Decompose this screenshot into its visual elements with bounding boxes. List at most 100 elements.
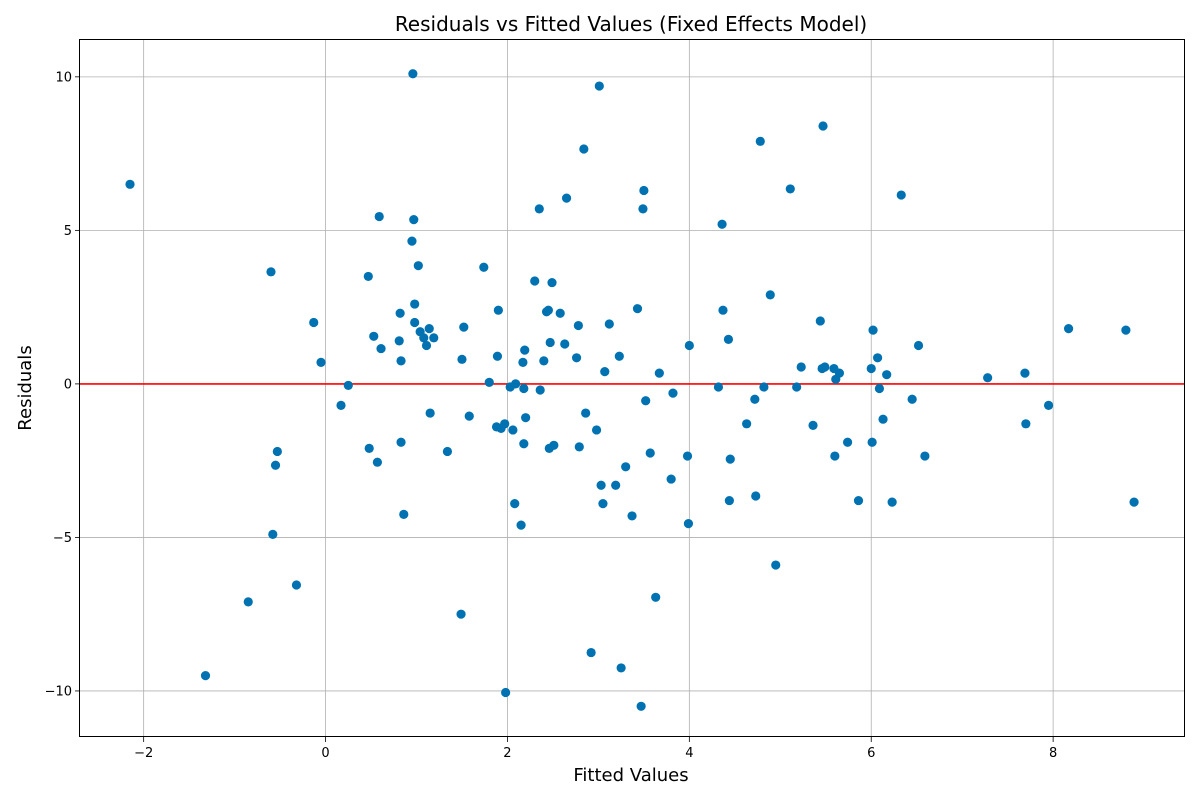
- data-point: [501, 687, 511, 698]
- data-point: [579, 144, 589, 154]
- x-axis-label: Fitted Values: [573, 765, 688, 786]
- data-point: [500, 419, 510, 429]
- data-point: [309, 317, 319, 328]
- data-point: [873, 353, 883, 363]
- data-point: [668, 388, 678, 398]
- data-point: [771, 560, 781, 570]
- data-point: [410, 299, 420, 309]
- data-point: [372, 457, 382, 467]
- data-point: [604, 319, 614, 329]
- data-point: [510, 499, 520, 509]
- data-point: [983, 373, 993, 383]
- data-point: [520, 345, 530, 355]
- data-point: [519, 439, 529, 449]
- data-point: [492, 351, 503, 361]
- data-point: [545, 337, 555, 348]
- data-point: [632, 304, 643, 314]
- data-point: [442, 446, 453, 457]
- data-point: [336, 400, 346, 410]
- x-tick-label: 8: [1049, 746, 1057, 761]
- data-point: [616, 663, 626, 673]
- data-point: [717, 219, 727, 229]
- data-point: [399, 509, 409, 519]
- data-point: [534, 204, 544, 214]
- data-point: [571, 353, 582, 363]
- grid: [80, 40, 1185, 737]
- data-point: [457, 354, 467, 364]
- data-point: [638, 204, 648, 214]
- data-point: [479, 262, 489, 272]
- data-point: [555, 308, 565, 318]
- data-points: [125, 69, 1139, 711]
- data-point: [785, 184, 795, 194]
- data-point: [742, 419, 752, 429]
- data-point: [834, 368, 845, 378]
- data-point: [641, 396, 651, 406]
- data-point: [530, 276, 540, 286]
- data-point: [561, 193, 572, 203]
- data-point: [724, 495, 734, 506]
- data-point: [518, 357, 528, 368]
- data-point: [591, 425, 602, 435]
- data-point: [364, 443, 374, 453]
- y-tick-label: 5: [64, 224, 72, 239]
- data-point: [200, 670, 211, 681]
- data-point: [539, 356, 549, 366]
- data-point: [268, 529, 278, 539]
- plot-frame: [79, 39, 1185, 737]
- data-point: [751, 491, 761, 501]
- data-point: [792, 382, 802, 392]
- data-point: [867, 437, 877, 447]
- data-point: [878, 414, 888, 424]
- data-point: [547, 277, 557, 288]
- data-point: [484, 377, 494, 387]
- data-point: [866, 363, 876, 374]
- data-point: [508, 425, 518, 435]
- data-point: [369, 331, 379, 341]
- x-tick-label: 6: [867, 746, 875, 761]
- data-point: [750, 394, 760, 404]
- data-point: [535, 385, 545, 395]
- data-point: [1020, 368, 1030, 378]
- data-point: [316, 357, 326, 368]
- data-point: [636, 701, 646, 711]
- data-point: [713, 382, 724, 392]
- data-point: [413, 261, 423, 271]
- data-point: [666, 474, 676, 484]
- data-point: [407, 236, 417, 246]
- data-point: [493, 305, 503, 315]
- data-point: [853, 495, 864, 506]
- x-tick-label: −2: [134, 746, 153, 761]
- data-point: [511, 379, 521, 389]
- data-point: [874, 383, 885, 394]
- data-point: [291, 580, 302, 590]
- y-tick-label: 10: [55, 70, 72, 85]
- data-point: [684, 340, 694, 351]
- data-point: [363, 271, 373, 282]
- chart-title: Residuals vs Fitted Values (Fixed Effect…: [395, 12, 867, 36]
- data-point: [718, 305, 728, 315]
- data-point: [343, 380, 353, 391]
- data-point: [419, 333, 429, 343]
- data-point: [596, 480, 606, 490]
- data-point: [682, 451, 693, 461]
- data-point: [581, 408, 591, 418]
- data-point: [125, 179, 135, 189]
- data-point: [907, 394, 917, 404]
- data-point: [410, 317, 420, 328]
- data-point: [627, 511, 637, 521]
- data-point: [594, 81, 604, 91]
- data-point: [1121, 325, 1131, 335]
- data-point: [818, 121, 828, 131]
- data-point: [573, 320, 583, 331]
- data-point: [896, 190, 906, 200]
- data-point: [374, 211, 384, 222]
- data-point: [270, 460, 281, 470]
- data-point: [645, 448, 655, 458]
- data-point: [456, 609, 466, 619]
- data-point: [408, 69, 418, 79]
- data-point: [723, 334, 734, 344]
- data-point: [815, 316, 825, 326]
- data-point: [808, 420, 818, 430]
